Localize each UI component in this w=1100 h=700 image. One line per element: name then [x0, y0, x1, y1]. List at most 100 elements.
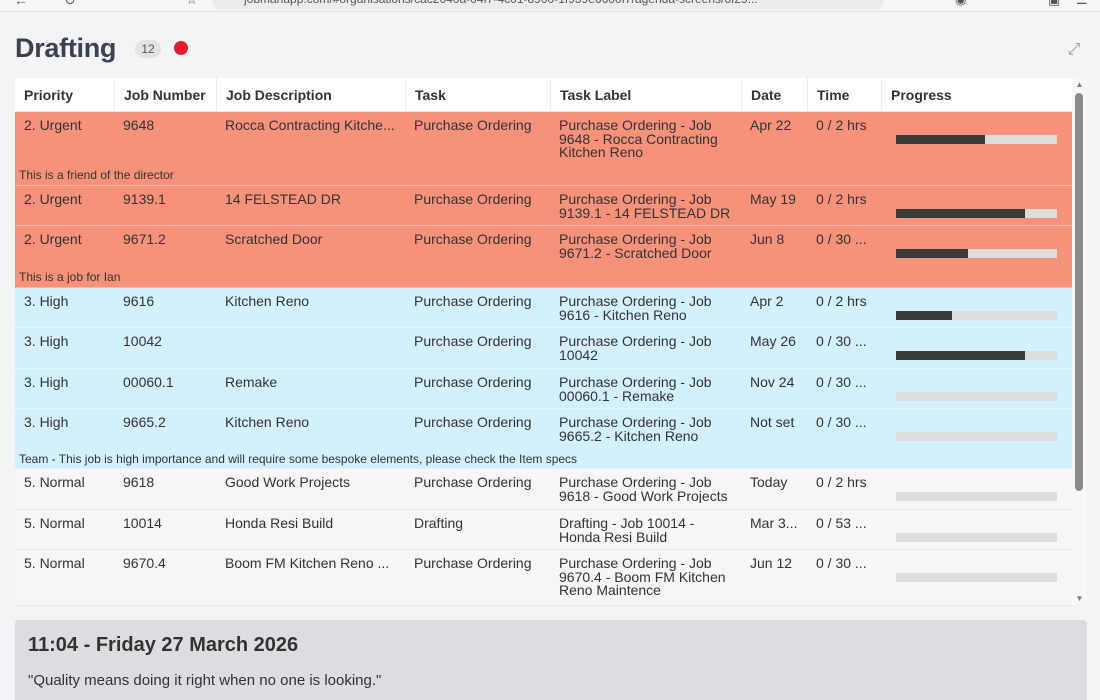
priority-cell: 2. Urgent — [24, 119, 82, 133]
job-number-cell: 9665.2 — [123, 416, 166, 430]
column-header-date[interactable]: Date — [741, 78, 807, 112]
table-row[interactable]: 2. Urgent 9139.1 14 FELSTEAD DR Purchase Or… — [15, 186, 1072, 226]
collapse-icon[interactable]: ⤢ — [1067, 41, 1081, 58]
reload-icon[interactable]: ↻ — [64, 0, 76, 8]
job-number-cell: 10014 — [123, 517, 162, 531]
task-label-cell: Purchase Ordering - Job 9665.2 - Kitchen… — [559, 416, 712, 443]
time-cell: 0 / 30 ... — [816, 557, 867, 571]
time-cell: 0 / 53 ... — [816, 517, 867, 531]
task-label-cell: Purchase Ordering - Job 9139.1 - 14 FELS… — [559, 193, 731, 220]
date-cell: Apr 22 — [750, 119, 792, 133]
bookmark-star-icon[interactable]: ☆ — [186, 0, 198, 8]
column-header-task[interactable]: Task — [405, 78, 550, 112]
task-cell: Purchase Ordering — [414, 295, 532, 309]
date-cell: Mar 3... — [750, 517, 798, 531]
scrollbar-thumb[interactable] — [1075, 93, 1083, 491]
menu-icon[interactable]: ☰ — [1076, 0, 1088, 8]
table-row[interactable]: 3. High 9616 Kitchen Reno Purchase Ordering… — [15, 288, 1072, 328]
footer-panel: 11:04 - Friday 27 March 2026 "Quality me… — [15, 620, 1087, 700]
task-label-cell: Purchase Ordering - Job 00060.1 - Remake — [559, 376, 712, 403]
column-header-task-label[interactable]: Task Label — [550, 78, 741, 112]
progress-bar-fill — [896, 249, 968, 258]
job-description-cell: 14 FELSTEAD DR — [225, 193, 341, 207]
task-cell: Purchase Ordering — [414, 193, 532, 207]
column-header-priority[interactable]: Priority — [24, 87, 74, 103]
priority-cell: 5. Normal — [24, 476, 85, 490]
task-cell: Purchase Ordering — [414, 476, 532, 490]
sidebar-icon[interactable]: ▣ — [1048, 0, 1060, 8]
priority-cell: 3. High — [24, 416, 69, 430]
status-indicator-dot — [174, 41, 188, 55]
table-row[interactable]: 2. Urgent 9671.2 Scratched Door Purchase Or… — [15, 226, 1072, 288]
time-cell: 0 / 30 ... — [816, 335, 867, 349]
table-body: 2. Urgent 9648 Rocca Contracting Kitche...… — [15, 112, 1072, 606]
progress-bar — [896, 249, 1057, 258]
time-cell: 0 / 2 hrs — [816, 476, 867, 490]
column-header-job-number[interactable]: Job Number — [114, 78, 216, 112]
date-cell: Today — [750, 476, 788, 490]
column-header-job-description[interactable]: Job Description — [216, 78, 405, 112]
job-description-cell: Scratched Door — [225, 233, 323, 247]
quote-text: "Quality means doing it right when no on… — [28, 672, 382, 689]
date-cell: Jun 12 — [750, 557, 793, 571]
extension-icon[interactable]: ◉ — [955, 0, 966, 8]
progress-bar-fill — [896, 135, 985, 144]
date-cell: May 26 — [750, 335, 796, 349]
task-cell: Purchase Ordering — [414, 233, 532, 247]
task-cell: Purchase Ordering — [414, 416, 532, 430]
table-row[interactable]: 3. High 10042 Purchase Ordering Purchase Or… — [15, 328, 1072, 369]
progress-bar — [896, 392, 1057, 401]
job-number-cell: 9670.4 — [123, 557, 166, 571]
date-cell: Not set — [750, 416, 795, 430]
row-note: This is a friend of the director — [19, 168, 174, 182]
scroll-up-icon[interactable]: ▲ — [1075, 80, 1084, 89]
job-number-cell: 9648 — [123, 119, 155, 133]
back-icon[interactable]: ← — [14, 0, 28, 8]
progress-bar-fill — [896, 311, 952, 320]
time-cell: 0 / 30 ... — [816, 233, 867, 247]
job-description-cell: Remake — [225, 376, 278, 390]
table-row[interactable]: 5. Normal 10014 Honda Resi Build Drafting Dr… — [15, 510, 1072, 550]
task-cell: Purchase Ordering — [414, 335, 532, 349]
job-description-cell: Honda Resi Build — [225, 517, 334, 531]
job-description-cell: Kitchen Reno — [225, 416, 310, 430]
priority-cell: 3. High — [24, 295, 69, 309]
job-number-cell: 00060.1 — [123, 376, 174, 390]
table-row[interactable]: 3. High 00060.1 Remake Purchase Ordering Pur… — [15, 369, 1072, 409]
job-description-cell: Good Work Projects — [225, 476, 351, 490]
task-cell: Purchase Ordering — [414, 376, 532, 390]
job-number-cell: 9139.1 — [123, 193, 166, 207]
job-number-cell: 9618 — [123, 476, 155, 490]
time-cell: 0 / 2 hrs — [816, 119, 867, 133]
progress-bar — [896, 432, 1057, 441]
time-cell: 0 / 30 ... — [816, 376, 867, 390]
task-label-cell: Purchase Ordering - Job 10042 — [559, 335, 712, 362]
task-label-cell: Purchase Ordering - Job 9616 - Kitchen R… — [559, 295, 712, 322]
task-label-cell: Drafting - Job 10014 - Honda Resi Build — [559, 517, 695, 544]
column-header-time[interactable]: Time — [807, 78, 881, 112]
table-row[interactable]: 5. Normal 9618 Good Work Projects Purchase … — [15, 469, 1072, 510]
job-count-badge: 12 — [135, 40, 161, 58]
job-description-cell: Kitchen Reno — [225, 295, 310, 309]
date-cell: Nov 24 — [750, 376, 795, 390]
jobs-table: Priority Job Number Job Description Task Tas… — [15, 78, 1087, 606]
time-cell: 0 / 2 hrs — [816, 193, 867, 207]
progress-bar — [896, 533, 1057, 542]
address-bar[interactable]: jobmanapp.com/#organisations/cac2040a-04… — [212, 0, 884, 10]
priority-cell: 5. Normal — [24, 557, 85, 571]
date-cell: Apr 2 — [750, 295, 784, 309]
scroll-down-icon[interactable]: ▼ — [1075, 594, 1084, 603]
table-row[interactable]: 5. Normal 9670.4 Boom FM Kitchen Reno ... P… — [15, 550, 1072, 606]
table-row[interactable]: 2. Urgent 9648 Rocca Contracting Kitche...… — [15, 112, 1072, 186]
job-description-cell: Rocca Contracting Kitche... — [225, 119, 395, 133]
table-row[interactable]: 3. High 9665.2 Kitchen Reno Purchase Orderi… — [15, 409, 1072, 469]
progress-bar-fill — [896, 351, 1025, 360]
progress-bar — [896, 209, 1057, 218]
progress-bar — [896, 311, 1057, 320]
priority-cell: 3. High — [24, 335, 69, 349]
job-number-cell: 10042 — [123, 335, 162, 349]
task-label-cell: Purchase Ordering - Job 9671.2 - Scratch… — [559, 233, 712, 260]
table-scrollbar[interactable]: ▲ ▼ — [1072, 78, 1087, 606]
progress-bar — [896, 492, 1057, 501]
column-header-progress[interactable]: Progress — [881, 78, 1072, 112]
